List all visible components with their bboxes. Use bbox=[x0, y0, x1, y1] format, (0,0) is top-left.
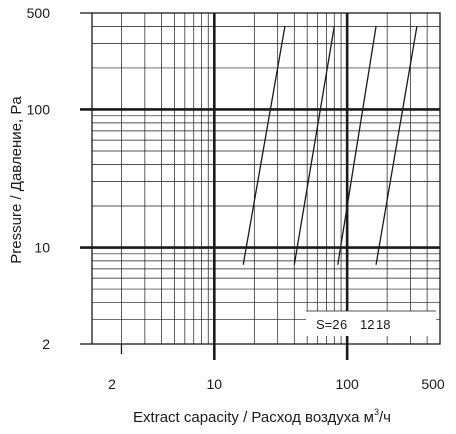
series-lines bbox=[242, 26, 418, 265]
series-label-2: 6 bbox=[340, 317, 347, 332]
y-axis-label: Pressure / Давление, Pa bbox=[8, 96, 25, 264]
y-tick-label: 10 bbox=[34, 240, 50, 256]
series-line-1 bbox=[242, 26, 286, 265]
grid-minor bbox=[92, 13, 440, 344]
plot-frame bbox=[91, 12, 441, 345]
x-tick-label: 10 bbox=[207, 376, 223, 392]
series-label-1: S=2 bbox=[316, 317, 340, 332]
series-label-3: 12 bbox=[360, 317, 374, 332]
legend-background bbox=[306, 311, 436, 336]
x-tick-label: 100 bbox=[335, 376, 359, 392]
x-tick-label: 500 bbox=[421, 376, 445, 392]
y-tick-label: 100 bbox=[27, 101, 51, 117]
x-tick-label: 2 bbox=[108, 376, 116, 392]
series-legend: S=2 6 12 18 bbox=[306, 310, 436, 336]
series-line-2 bbox=[293, 26, 335, 265]
series-line-3 bbox=[337, 26, 377, 265]
series-line-4 bbox=[375, 26, 418, 265]
grid-major bbox=[80, 12, 440, 360]
x-axis-label-superscript: 3 bbox=[374, 407, 379, 417]
x-axis-label: Extract capacity / Расход воздуха м3/ч bbox=[133, 407, 391, 426]
y-tick-label: 2 bbox=[42, 336, 50, 352]
x-axis-label-text: Extract capacity / Расход воздуха м bbox=[133, 409, 374, 426]
tick-labels: 2 10 100 500 2 10 100 500 bbox=[27, 5, 445, 392]
y-tick-label: 500 bbox=[27, 5, 51, 21]
series-label-4: 18 bbox=[376, 317, 390, 332]
x-axis-label-tail: /ч bbox=[379, 409, 391, 426]
